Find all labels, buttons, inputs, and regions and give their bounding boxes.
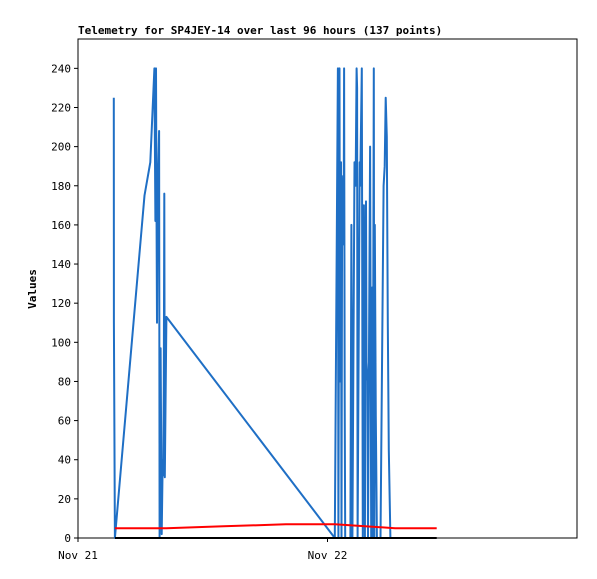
y-tick-label: 180 [51,180,71,193]
series-line-1 [112,67,392,539]
y-axis-ticks: 0 20 40 60 80 100 120 140 160 180 200 220 240 [51,62,78,545]
y-tick-label: 140 [51,258,71,271]
y-tick-label: 20 [58,493,71,506]
series-line-2 [114,523,437,530]
y-tick-label: 200 [51,141,71,154]
chart-title: Telemetry for SP4JEY-14 over last 96 hou… [78,24,442,37]
y-tick-label: 160 [51,219,71,232]
y-tick-label: 240 [51,62,71,75]
x-tick-label: Nov 21 [58,549,98,562]
y-tick-label: 220 [51,101,71,114]
y-tick-label: 60 [58,415,71,428]
y-tick-label: 100 [51,336,71,349]
x-axis-ticks: Nov 21 Nov 22 [58,538,347,562]
series-layer [112,67,437,539]
y-axis-label: Values [26,269,39,309]
y-tick-label: 80 [58,375,71,388]
y-tick-label: 0 [64,532,71,545]
y-tick-label: 120 [51,297,71,310]
x-tick-label: Nov 22 [308,549,348,562]
y-tick-label: 40 [58,454,71,467]
